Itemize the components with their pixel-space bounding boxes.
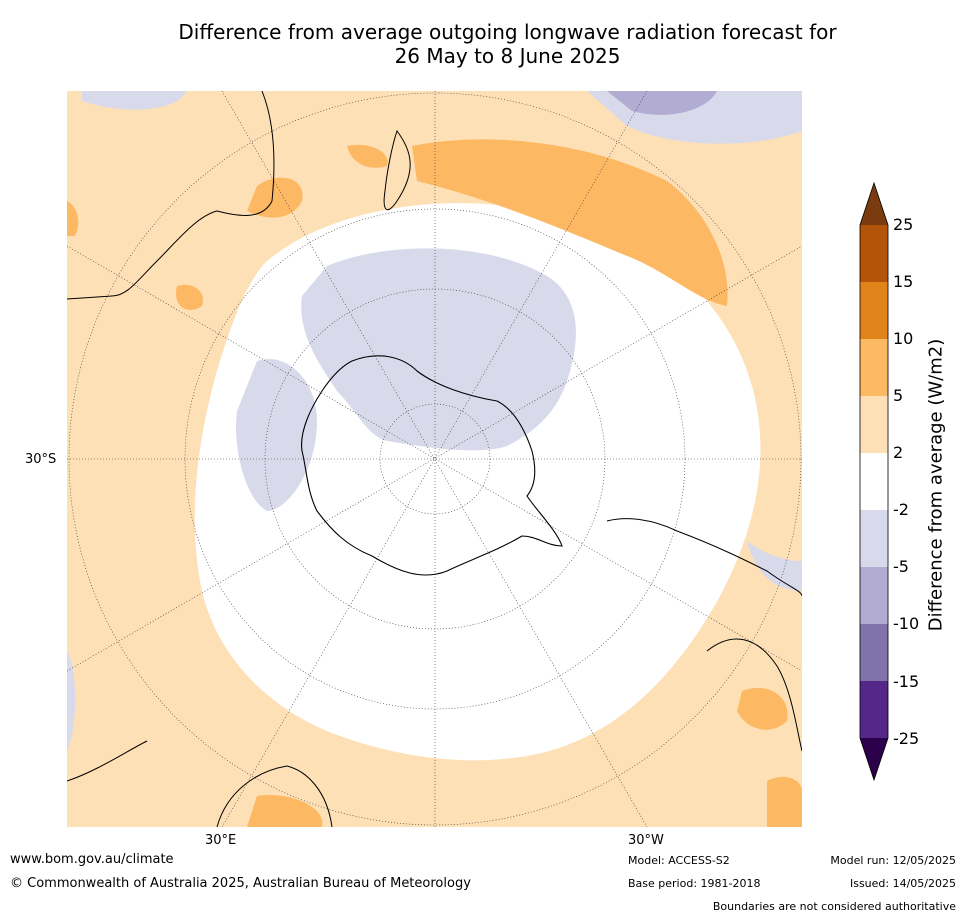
colorbar-tick-25: 25 xyxy=(893,215,914,234)
title-line-1: Difference from average outgoing longwav… xyxy=(178,20,837,44)
polar-map xyxy=(67,91,802,827)
colorbar-band-m25-m15 xyxy=(860,681,888,738)
copyright-text: © Commonwealth of Australia 2025, Austra… xyxy=(10,876,471,891)
lon-label-30w: 30°W xyxy=(628,833,664,848)
colorbar-tick-m25: -25 xyxy=(893,729,920,748)
strong-negative-patch xyxy=(607,91,717,115)
colorbar-band-10-15 xyxy=(860,282,888,339)
colorbar-band-m15-m10 xyxy=(860,624,888,681)
negative-anomaly-ring xyxy=(236,248,576,511)
colorbar-tick-m15: -15 xyxy=(893,672,920,691)
colorbar-band-2-5 xyxy=(860,396,888,453)
colorbar-band-m10-m5 xyxy=(860,567,888,624)
colorbar-under-arrow xyxy=(860,738,888,780)
colorbar-tick-m10: -10 xyxy=(893,614,920,633)
map-title: Difference from average outgoing longwav… xyxy=(0,20,965,68)
colorbar-tick-m2: -2 xyxy=(893,500,909,519)
colorbar-tick-10: 10 xyxy=(893,329,914,348)
lon-label-30e: 30°E xyxy=(205,833,237,848)
antarctica-outline xyxy=(301,355,563,576)
graticule xyxy=(67,91,802,827)
disclaimer-text: Boundaries are not considered authoritat… xyxy=(712,900,956,913)
colorbar-band-5-10 xyxy=(860,339,888,396)
lat-label-30s: 30°S xyxy=(25,452,57,467)
model-text: Model: ACCESS-S2 xyxy=(628,854,730,867)
colorbar-label: Difference from average (W/m2) xyxy=(925,338,947,632)
issued-text: Issued: 14/05/2025 xyxy=(849,877,956,890)
continent-outlines xyxy=(67,91,802,827)
colorbar-over-arrow xyxy=(860,183,888,225)
colorbar-band-neutral xyxy=(860,453,888,510)
colorbar-tick-15: 15 xyxy=(893,272,914,291)
colorbar-band-m5-m2 xyxy=(860,510,888,567)
colorbar-tick-2: 2 xyxy=(893,443,904,462)
colorbar-outline xyxy=(859,181,889,782)
colorbar xyxy=(859,181,889,782)
lavender-patches xyxy=(67,91,802,751)
colorbar-tick-m5: -5 xyxy=(893,557,909,576)
colorbar-tick-5: 5 xyxy=(893,386,904,405)
positive-anomaly-patches xyxy=(67,139,802,827)
bom-website-link[interactable]: www.bom.gov.au/climate xyxy=(10,852,174,867)
colorbar-band-15-25 xyxy=(860,225,888,282)
base-period-text: Base period: 1981-2018 xyxy=(628,877,761,890)
model-run-text: Model run: 12/05/2025 xyxy=(830,854,956,867)
title-line-2: 26 May to 8 June 2025 xyxy=(394,44,621,68)
